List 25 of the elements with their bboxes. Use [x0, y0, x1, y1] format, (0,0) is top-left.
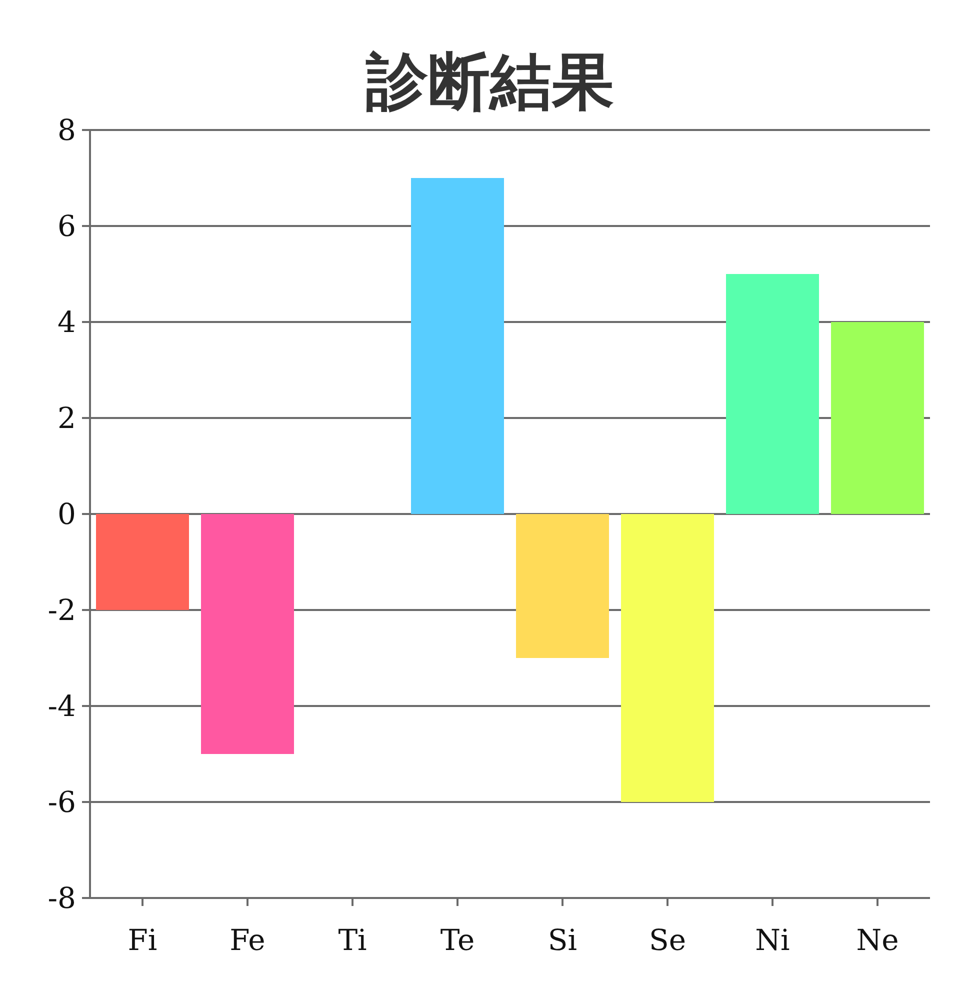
y-tick-label: -4 — [48, 689, 76, 723]
x-tick-label: Si — [548, 923, 578, 957]
bar — [831, 322, 924, 514]
y-tick-label: 2 — [58, 401, 76, 435]
bar — [621, 514, 714, 802]
y-tick-label: -8 — [48, 881, 76, 915]
x-tick-label: Se — [648, 923, 686, 957]
x-tick-label: Ne — [856, 923, 899, 957]
y-tick-label: 0 — [58, 497, 76, 531]
x-tick-label: Te — [440, 923, 475, 957]
x-tick-label: Ti — [338, 923, 367, 957]
x-tick-label: Ni — [755, 923, 790, 957]
x-tick-label: Fe — [230, 923, 266, 957]
y-tick-label: 6 — [58, 209, 76, 243]
chart-title: 診断結果 — [365, 45, 614, 118]
bar — [96, 514, 189, 610]
y-tick-label: 8 — [58, 113, 76, 147]
y-tick-label: -2 — [48, 593, 76, 627]
bar — [516, 514, 609, 658]
x-tick-label: Fi — [128, 923, 158, 957]
bar — [201, 514, 294, 754]
bar — [411, 178, 504, 514]
bar — [726, 274, 819, 514]
y-tick-label: -6 — [48, 785, 76, 819]
y-tick-label: 4 — [58, 305, 76, 339]
